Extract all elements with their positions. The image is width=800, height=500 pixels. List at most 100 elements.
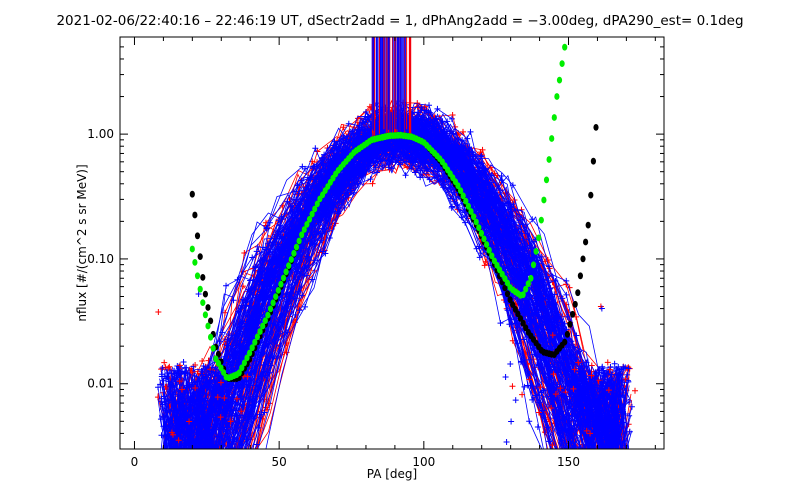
trace-marker [589,420,596,427]
trace-marker [196,474,202,480]
trace-marker [187,474,193,480]
trace-marker [615,474,621,480]
trace-marker [234,462,240,468]
trace-marker [163,474,169,480]
trace-marker [622,474,628,480]
trace-marker [525,296,532,303]
trace-marker [211,474,217,480]
trace-marker [253,441,260,448]
trace-marker [593,455,599,461]
trace-marker [628,474,634,480]
trace-marker [621,474,627,480]
fit-point [580,255,586,263]
trace-line [166,137,619,449]
trace-marker [276,261,283,268]
trace-marker [600,474,606,480]
trace-marker [165,474,171,480]
trace-marker [169,474,175,480]
fit-point [194,232,201,240]
trace-marker [275,319,282,326]
trace-marker [243,436,250,443]
fit-point [270,299,276,307]
fit-point [280,274,287,282]
trace-marker [612,474,618,480]
trace-marker [264,343,271,350]
trace-marker [464,141,471,148]
trace-marker [589,474,595,480]
fit-point [291,249,297,257]
trace-marker [187,474,193,480]
trace-marker [182,474,188,480]
trace-marker [178,386,185,393]
trace-marker [593,474,599,480]
fit-point [200,299,206,306]
trace-marker [222,474,228,480]
trace-marker [284,198,291,205]
trace-marker [583,474,589,480]
trace-marker [206,472,212,478]
fit-point [541,196,547,204]
trace-marker [229,474,235,480]
trace-marker [526,356,533,363]
trace-marker [180,474,186,480]
trace-marker [205,474,211,480]
trace-marker [165,364,172,371]
trace-marker [563,277,570,284]
trace-marker [161,474,167,480]
fit-point [517,315,524,322]
trace-marker [183,474,189,480]
trace-marker [156,474,162,480]
trace-marker [302,165,309,172]
trace-marker [193,474,199,480]
trace-marker [157,474,163,480]
trace-marker [624,474,630,480]
trace-marker [166,363,173,370]
trace-marker [166,474,172,480]
trace-marker [609,474,615,480]
trace-marker [223,474,229,480]
trace-marker [192,474,198,480]
trace-marker [171,375,178,382]
fit-point [202,311,208,319]
trace-marker [545,263,552,270]
trace-marker [597,472,603,478]
trace-marker [622,474,628,480]
trace-marker [606,451,612,457]
trace-marker [426,176,433,183]
fit-point [458,187,464,195]
trace-marker [157,474,163,480]
trace-marker [350,130,357,137]
trace-marker [235,474,241,480]
trace-marker [462,219,469,226]
trace-marker [603,370,610,377]
trace-marker [593,474,599,480]
trace-marker [230,297,237,304]
trace-marker [623,474,629,480]
trace-marker [172,474,178,480]
trace-marker [186,474,192,480]
trace-marker [186,474,192,480]
trace-marker [276,245,283,252]
trace-marker [213,474,219,480]
trace-marker [586,474,592,480]
trace-marker [560,474,566,480]
trace-marker [502,373,509,380]
fit-point [192,259,198,266]
trace-marker [577,474,583,480]
trace-marker [503,221,510,228]
trace-marker [587,474,593,480]
trace-line [158,118,622,449]
trace-marker [176,378,183,385]
trace-marker [167,383,174,390]
trace-marker [202,474,208,480]
trace-marker [345,120,352,127]
trace-marker [607,363,614,370]
trace-marker [575,474,581,480]
trace-marker [161,474,167,480]
trace-marker [546,285,553,292]
trace-marker [163,474,169,480]
trace-marker [625,474,631,480]
trace-marker [550,381,557,388]
trace-marker [619,465,625,471]
trace-marker [507,360,514,367]
